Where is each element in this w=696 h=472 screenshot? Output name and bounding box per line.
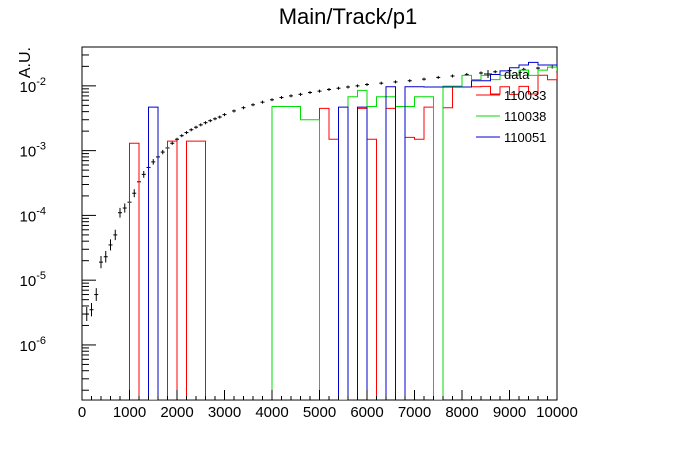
x-tick-label: 3000 (208, 404, 241, 421)
data-point (175, 137, 179, 141)
axis-layer: 0 1000 2000 3000 4000 5000 6000 7000 8000 9000 100… (20, 54, 578, 421)
legend-label: 110033 (504, 88, 546, 103)
data-point (184, 131, 189, 135)
legend-label: 110038 (504, 109, 546, 124)
data-point (151, 159, 156, 165)
series-110033-histogram (82, 72, 557, 400)
y-tick-label: 10-5 (20, 270, 46, 290)
data-point (222, 113, 227, 117)
data-point (170, 141, 175, 145)
data-point (94, 288, 99, 301)
data-point (422, 77, 426, 81)
data-point (355, 84, 360, 88)
data-point (308, 90, 312, 94)
data-point (393, 80, 398, 84)
y-tick-label: 10-4 (20, 205, 46, 225)
series-layer (82, 61, 557, 400)
y-tick-label: 10-6 (20, 335, 46, 355)
y-axis-label: A.U. (17, 47, 34, 78)
legend-label: 110051 (504, 130, 546, 145)
data-point (279, 96, 284, 100)
x-tick-label: 6000 (350, 404, 383, 421)
y-tick-label: 10-3 (20, 141, 46, 161)
y-tick-label: 10-2 (20, 76, 46, 96)
data-point (260, 100, 265, 104)
series-110051-histogram (82, 61, 557, 400)
data-point (132, 189, 137, 198)
x-tick-label: 5000 (303, 404, 336, 421)
data-point (160, 149, 165, 155)
data-point (89, 303, 94, 317)
x-tick-label: 0 (78, 404, 86, 421)
chart-title: Main/Track/p1 (279, 4, 418, 29)
data-point (270, 98, 274, 102)
data-point (189, 128, 194, 132)
data-point (217, 115, 222, 119)
x-tick-label: 7000 (398, 404, 431, 421)
data-point (289, 94, 293, 98)
data-point (450, 74, 455, 78)
data-point (479, 71, 483, 75)
legend-item: 110033 (476, 88, 546, 103)
data-point (208, 119, 213, 123)
data-point (103, 250, 108, 263)
legend-item: data (484, 67, 530, 82)
data-point (203, 121, 208, 125)
data-point (436, 75, 441, 79)
data-point (179, 134, 184, 138)
data-point (493, 70, 498, 74)
legend-item: 110038 (476, 109, 546, 124)
legend-item: 110051 (476, 130, 546, 145)
data-point (213, 117, 217, 121)
data-point (298, 92, 303, 96)
legend-label: data (504, 67, 530, 82)
data-point (108, 239, 113, 251)
data-point (118, 207, 122, 218)
legend: data 110033 110038 110051 (476, 67, 546, 145)
data-point (194, 125, 198, 129)
x-tick-label: 2000 (160, 404, 193, 421)
data-point (99, 256, 103, 269)
series-data-points (84, 65, 555, 322)
data-point (327, 87, 331, 91)
x-tick-label: 4000 (255, 404, 288, 421)
x-tick-label: 9000 (493, 404, 526, 421)
data-point (141, 170, 146, 178)
x-tick-label: 10000 (536, 404, 578, 421)
data-point (379, 81, 384, 85)
data-point (536, 66, 540, 70)
data-point (251, 103, 255, 107)
data-point (113, 229, 118, 241)
data-point (198, 123, 203, 127)
data-point (365, 82, 369, 86)
data-point (336, 86, 341, 90)
data-point (241, 106, 246, 110)
data-point (317, 89, 322, 93)
data-point (122, 203, 127, 213)
series-110038-histogram (82, 66, 557, 400)
data-point (346, 85, 350, 89)
x-tick-label: 1000 (113, 404, 146, 421)
data-point (232, 109, 236, 113)
x-tick-label: 8000 (445, 404, 478, 421)
data-point (407, 79, 412, 83)
